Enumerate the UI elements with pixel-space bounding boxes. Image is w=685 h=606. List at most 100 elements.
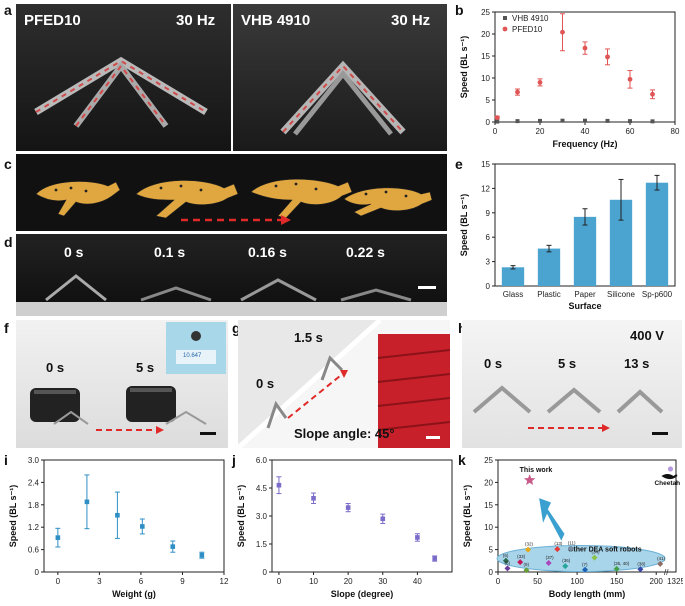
cheetah-point	[668, 466, 673, 471]
x-axis-label: Slope (degree)	[331, 589, 394, 599]
x-axis-label: Surface	[568, 301, 601, 311]
y-tick-label: 1.8	[28, 501, 40, 510]
y-tick-label: 25	[484, 456, 493, 465]
panel-label-f: f	[4, 320, 9, 336]
data-point	[432, 556, 437, 561]
x-tick-label: 0	[496, 577, 501, 586]
y-tick-label: 2.4	[28, 478, 40, 487]
reference-label: (13)	[554, 541, 563, 546]
chart-speed-vs-weight: 00.61.21.82.43.00 3 6 9 12Weight (g)Speed (B…	[4, 452, 232, 604]
time-5s: 5 s	[558, 356, 576, 371]
chart-speed-vs-frequency: 0 5 10 15 20 25 0 20 40 60 80 Frequency (Hz) Speed (…	[455, 4, 683, 154]
data-point	[515, 90, 520, 95]
x-tick-label: Silicone	[607, 290, 636, 299]
reference-label: (38)	[637, 561, 646, 566]
reference-label: (33)	[517, 554, 526, 559]
reference-label: (36)	[562, 558, 571, 563]
cheetah-icon	[661, 474, 677, 479]
y-tick-label: 3.0	[28, 456, 40, 465]
y-tick-label: 15	[481, 160, 490, 169]
y-tick-label: 20	[481, 30, 490, 39]
illustration-cheetah-gait	[16, 154, 447, 231]
data-point	[538, 119, 542, 123]
y-tick-label: 15	[484, 501, 493, 510]
reference-label: (9)	[523, 562, 529, 567]
reference-label: (41)	[657, 556, 666, 561]
data-point	[560, 30, 565, 35]
y-tick-label: 25	[481, 8, 490, 17]
time-0.22s: 0.22 s	[346, 244, 385, 260]
x-tick-label: Glass	[503, 290, 523, 299]
y-tick-label: 0	[486, 118, 491, 127]
time-1.5s: 1.5 s	[294, 330, 323, 345]
x-tick-label: 50	[533, 577, 542, 586]
cheetah-label: Cheetah	[654, 480, 680, 487]
legend-marker	[503, 27, 508, 32]
y-tick-label: 4.5	[256, 484, 268, 493]
x-tick-label: Paper	[574, 290, 596, 299]
plot-frame	[272, 460, 452, 572]
plot-frame	[44, 460, 224, 572]
data-point	[495, 120, 499, 124]
load-carrying-robot-frames	[16, 320, 228, 448]
chart-speed-vs-slope: 01.53.04.56.00 10 20 30 40Slope (degree)Spee…	[232, 452, 460, 604]
data-point	[628, 119, 632, 123]
x-tick-label: 30	[378, 577, 387, 586]
data-point	[651, 119, 655, 123]
photo-voltage-actuation: 400 V 0 s 5 s 13 s	[462, 320, 682, 448]
x-tick-label: 60	[626, 127, 635, 136]
x-tick-label: 10	[309, 577, 318, 586]
bar	[538, 249, 560, 286]
photo-pfed10-actuator: PFED10 30 Hz	[16, 4, 231, 151]
x-tick-label: 20	[344, 577, 353, 586]
photo-locomotion-sequence: 0 s 0.1 s 0.16 s 0.22 s	[16, 234, 447, 316]
y-tick-label: 6.0	[256, 456, 268, 465]
vhb4910-label: VHB 4910	[241, 12, 310, 29]
y-tick-label: 12	[481, 184, 490, 193]
time-5s: 5 s	[136, 360, 154, 375]
time-0s: 0 s	[46, 360, 64, 375]
reference-label: (8)	[504, 560, 510, 565]
x-tick-label: 0	[493, 127, 498, 136]
time-13s: 13 s	[624, 356, 649, 371]
data-point	[415, 535, 420, 540]
panel-label-a: a	[4, 2, 12, 18]
bar	[646, 183, 668, 286]
bar	[574, 217, 596, 286]
x-axis-label: Body length (mm)	[549, 589, 626, 599]
y-tick-label: 3.0	[256, 512, 268, 521]
this-work-marker	[524, 474, 536, 485]
x-tick-label: 1325	[667, 577, 683, 586]
x-tick-label: 150	[610, 577, 624, 586]
data-point	[583, 46, 588, 51]
pfed10-label: PFED10	[24, 12, 81, 29]
data-point	[606, 119, 610, 123]
data-point	[504, 565, 510, 571]
data-point	[516, 119, 520, 123]
chart-speed-vs-body-length: 0 5 10 15 20 25 0 50 100 150 200 Body length (mm) Sp…	[458, 452, 683, 604]
x-tick-label: 20	[536, 127, 545, 136]
x-tick-label: 40	[413, 577, 422, 586]
y-tick-label: 0.6	[28, 546, 40, 555]
y-axis-label: Speed (BL s⁻¹)	[236, 485, 246, 548]
axis-break-mark: //	[664, 568, 669, 577]
x-tick-label: Sp-p600	[642, 290, 673, 299]
scale-reading: 10.647	[183, 353, 201, 359]
legend-entry: PFED10	[512, 25, 543, 34]
photo-vhb4910-actuator: VHB 4910 30 Hz	[233, 4, 447, 151]
voltage-label: 400 V	[630, 328, 664, 343]
data-point	[170, 544, 175, 549]
x-axis-label: Weight (g)	[112, 589, 156, 599]
y-tick-label: 20	[484, 478, 493, 487]
x-tick-label: 0	[56, 577, 61, 586]
y-tick-label: 0	[263, 568, 268, 577]
y-tick-label: 10	[481, 74, 490, 83]
time-0.1s: 0.1 s	[154, 244, 185, 260]
reference-label: (37)	[546, 555, 555, 560]
time-0.16s: 0.16 s	[248, 244, 287, 260]
y-tick-label: 0	[35, 568, 40, 577]
data-point	[346, 505, 351, 510]
y-tick-label: 10	[484, 523, 493, 532]
reference-label: (34)	[592, 550, 601, 555]
y-axis-label: Speed (BL s⁻¹)	[462, 485, 472, 548]
